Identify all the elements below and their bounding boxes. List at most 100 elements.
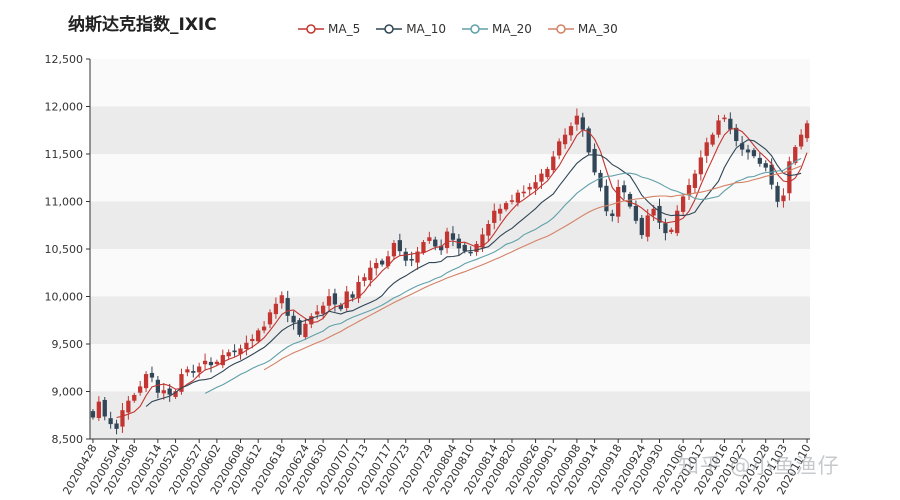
- candle: [592, 143, 597, 176]
- candle-body: [799, 134, 804, 147]
- grid-band: [90, 296, 810, 344]
- candle: [226, 349, 231, 361]
- candle-body: [403, 251, 408, 261]
- candle-body: [450, 233, 456, 240]
- candle: [232, 344, 237, 357]
- legend[interactable]: MA_5 MA_10 MA_20 MA_30: [298, 22, 618, 36]
- candle: [498, 204, 503, 221]
- ma-line-ma30: [263, 165, 802, 371]
- candle-body: [108, 418, 113, 425]
- candle-body: [663, 223, 668, 234]
- candle: [621, 180, 627, 200]
- candle: [474, 241, 479, 256]
- legend-label-ma30: MA_30: [577, 22, 618, 36]
- candle: [751, 148, 757, 159]
- candle: [787, 156, 792, 201]
- moving-average-lines: [116, 128, 808, 419]
- candle-body: [191, 371, 196, 373]
- candle-body: [781, 195, 786, 202]
- candle-body: [244, 342, 249, 350]
- candle: [804, 120, 810, 142]
- candle-body: [444, 231, 450, 248]
- candle-body: [433, 239, 438, 247]
- candle-body: [804, 123, 810, 139]
- candle: [202, 353, 208, 371]
- legend-label-ma10: MA_10: [406, 22, 447, 36]
- candle: [267, 309, 273, 329]
- candle-body: [427, 237, 432, 241]
- candle-body: [722, 117, 727, 120]
- candle: [220, 349, 225, 369]
- candle: [397, 233, 402, 256]
- candle-body: [208, 361, 214, 366]
- candle: [380, 258, 385, 267]
- candle: [574, 108, 580, 131]
- candle-body: [143, 374, 149, 389]
- candle-body: [250, 338, 255, 342]
- grid-band: [90, 59, 810, 107]
- candle-body: [498, 208, 503, 214]
- legend-item-ma10[interactable]: MA_10: [376, 22, 446, 36]
- candle-body: [574, 115, 580, 125]
- legend-item-ma30[interactable]: MA_30: [547, 22, 618, 36]
- candle-body: [692, 173, 698, 188]
- candle-body: [633, 205, 639, 221]
- candle-body: [680, 196, 686, 212]
- candle-body: [120, 410, 125, 427]
- candle-body: [90, 411, 96, 418]
- candle: [586, 126, 591, 155]
- candle-body: [202, 360, 208, 365]
- candle-body: [793, 147, 798, 164]
- candle: [545, 166, 550, 180]
- candle: [244, 335, 249, 356]
- candle-body: [480, 234, 485, 248]
- candle-body: [96, 401, 101, 419]
- candle-body: [710, 134, 715, 145]
- candle: [509, 194, 515, 205]
- candle-body: [226, 352, 231, 357]
- candle: [138, 380, 143, 396]
- candle: [291, 311, 296, 330]
- candle: [191, 364, 196, 378]
- candle-body: [179, 374, 184, 392]
- legend-item-ma5[interactable]: MA_5: [298, 22, 360, 36]
- candle-body: [716, 120, 721, 135]
- candle-body: [161, 390, 166, 394]
- candle: [126, 396, 131, 420]
- candle-body: [468, 251, 473, 254]
- candle-body: [515, 192, 520, 203]
- candle-body: [409, 258, 414, 261]
- candle: [208, 357, 214, 373]
- candle: [427, 231, 432, 244]
- candle: [456, 233, 461, 256]
- candle-body: [256, 330, 261, 342]
- candle: [114, 419, 119, 435]
- candle-body: [149, 372, 155, 378]
- candle: [96, 396, 101, 421]
- candle-body: [397, 240, 402, 252]
- candle-body: [610, 213, 615, 217]
- candle-body: [787, 161, 792, 194]
- candle: [799, 129, 804, 150]
- candle-body: [132, 394, 137, 401]
- candle-body: [698, 157, 703, 175]
- candle-body: [332, 293, 338, 305]
- candle: [450, 226, 456, 247]
- candle: [598, 169, 603, 192]
- legend-line-icon: [298, 24, 324, 34]
- candle-body: [486, 224, 491, 236]
- legend-item-ma20[interactable]: MA_20: [462, 22, 532, 36]
- candle: [639, 214, 644, 239]
- candle: [492, 203, 497, 230]
- candle: [279, 291, 284, 309]
- candle-body: [734, 127, 739, 142]
- candle: [468, 246, 473, 257]
- y-tick-label: 10,000: [45, 291, 84, 304]
- candle-body: [604, 185, 609, 212]
- candle-body: [391, 243, 397, 257]
- candle-body: [368, 267, 373, 281]
- grid-band: [90, 344, 810, 392]
- legend-label-ma20: MA_20: [492, 22, 532, 36]
- candle: [521, 185, 526, 198]
